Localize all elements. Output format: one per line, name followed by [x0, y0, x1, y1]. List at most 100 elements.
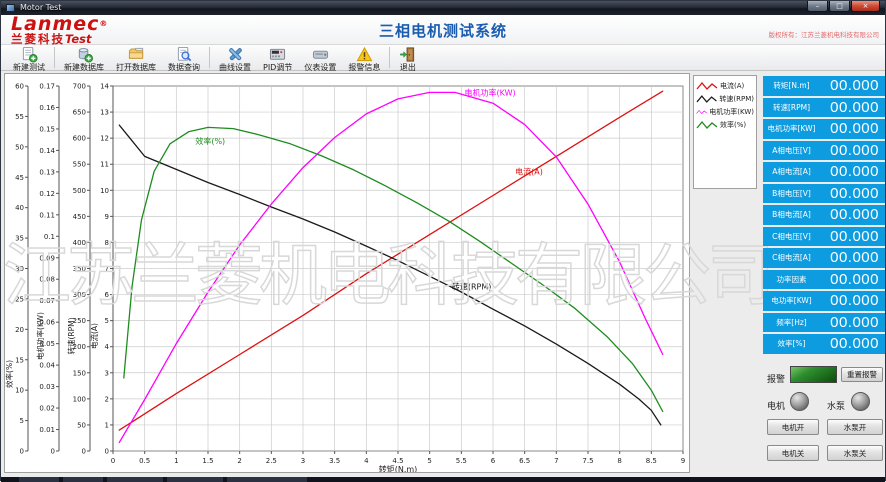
toolbar-button-label: 仪表设置 [304, 63, 337, 72]
svg-text:50: 50 [77, 421, 86, 429]
toolbar-button-open-database[interactable]: 打开数据库 [110, 45, 162, 72]
svg-text:400: 400 [73, 239, 86, 247]
toolbar-button-new-database[interactable]: 新建数据库 [58, 45, 110, 72]
curve-rpm [118, 124, 662, 426]
svg-text:150: 150 [73, 369, 86, 377]
toolbar-button-label: 新建测试 [13, 63, 45, 72]
measurement-value: 00.000 [830, 270, 879, 288]
svg-text:0.17: 0.17 [39, 83, 55, 91]
svg-text:0.06: 0.06 [39, 319, 55, 327]
legend-line-sample-icon [696, 94, 717, 103]
toolbar-button-label: 数据查询 [168, 63, 200, 72]
svg-text:3: 3 [105, 369, 109, 377]
measurement-value: 00.000 [830, 206, 879, 224]
svg-text:55: 55 [15, 113, 24, 121]
svg-text:0: 0 [51, 448, 55, 456]
lanmec-logo: Lanmec® 兰菱科技Test [11, 15, 107, 46]
toolbar-button-exit[interactable]: 退出 [393, 45, 422, 72]
measurement-row: C相电压[V] 00.000 [763, 226, 885, 246]
measurement-row: 频率[Hz] 00.000 [763, 312, 885, 332]
tools-icon [227, 46, 244, 62]
svg-text:700: 700 [73, 83, 86, 91]
measurement-row: 电机功率[KW] 00.000 [763, 119, 885, 139]
svg-text:0.5: 0.5 [139, 457, 150, 465]
measurement-value: 00.000 [830, 163, 879, 181]
motor-off-button[interactable]: 电机关 [767, 445, 819, 461]
registered-mark-icon: ® [99, 19, 108, 28]
svg-text:0.12: 0.12 [39, 190, 55, 198]
toolbar-button-data-query[interactable]: 数据查询 [162, 45, 206, 72]
taskbar-segment [227, 477, 307, 482]
warning-triangle-icon [356, 46, 373, 62]
legend-label: 转速(RPM) [719, 94, 754, 103]
toolbar-button-alarm-info[interactable]: 报警信息 [342, 45, 386, 72]
svg-text:10: 10 [15, 387, 24, 395]
chart-container: 0 0.5 1 1.5 2 2.5 3 3.5 4 4.5 5 5.5 6 6.5 7 7.5 8 8.5 9 转矩(… [4, 73, 690, 473]
toolbar-button-curve-settings[interactable]: 曲线设置 [213, 45, 257, 72]
close-button[interactable]: × [851, 1, 880, 12]
motor-on-button[interactable]: 电机开 [767, 419, 819, 435]
svg-text:4.5: 4.5 [392, 457, 403, 465]
svg-text:7: 7 [105, 265, 109, 273]
legend-item: 电机功率(KW) [696, 105, 754, 118]
svg-text:0: 0 [111, 457, 115, 465]
measurement-label: 频率[Hz] [776, 317, 807, 327]
window-title: Motor Test [20, 3, 62, 12]
measurement-row: A相电流[A] 00.000 [763, 162, 885, 182]
toolbar-button-new-test[interactable]: 新建测试 [7, 45, 51, 72]
svg-text:350: 350 [73, 265, 86, 273]
legend-label: 电机功率(KW) [709, 107, 754, 116]
svg-text:13: 13 [100, 109, 109, 117]
measurement-label: 转矩[N.m] [773, 81, 810, 91]
svg-text:0.01: 0.01 [39, 426, 55, 434]
measurement-panel: 转矩[N.m] 00.000 转速[RPM] 00.000 电机功率[KW] 00.000… [763, 76, 885, 356]
svg-text:45: 45 [15, 174, 24, 182]
maximize-button[interactable]: □ [829, 1, 850, 12]
svg-text:200: 200 [73, 343, 86, 351]
svg-text:4: 4 [364, 457, 369, 465]
measurement-row: 转速[RPM] 00.000 [763, 97, 885, 117]
measurement-row: C相电流[A] 00.000 [763, 248, 885, 268]
measurement-row: 转矩[N.m] 00.000 [763, 76, 885, 96]
toolbar-button-label: PID调节 [263, 63, 293, 72]
pump-on-button[interactable]: 水泵开 [827, 419, 883, 435]
svg-text:7.5: 7.5 [582, 457, 593, 465]
pump-off-button[interactable]: 水泵关 [827, 445, 883, 461]
copyright-text: 版权所有：江苏兰菱机电科技有限公司 [768, 31, 880, 39]
measurement-label: 电功率[KW] [771, 296, 812, 306]
svg-text:0.05: 0.05 [39, 340, 55, 348]
measurement-label: 效率[%] [777, 339, 806, 349]
svg-text:6: 6 [491, 457, 496, 465]
exit-door-icon [399, 46, 416, 62]
svg-text:0.14: 0.14 [39, 147, 55, 155]
document-plus-icon [21, 46, 38, 63]
measurement-row: B相电压[V] 00.000 [763, 183, 885, 203]
minimize-button[interactable]: – [807, 1, 828, 12]
taskbar-segment [107, 477, 163, 482]
svg-text:0.16: 0.16 [39, 104, 55, 112]
svg-text:效率(%): 效率(%) [195, 136, 225, 146]
motor-status-indicator [790, 392, 809, 411]
svg-text:0.15: 0.15 [39, 125, 55, 133]
taskbar-segment [167, 477, 223, 482]
toolbar-button-pid-adjust[interactable]: PID调节 [257, 45, 298, 72]
toolbar-button-label: 打开数据库 [116, 63, 156, 72]
measurement-row: A相电压[V] 00.000 [763, 140, 885, 160]
svg-text:0.02: 0.02 [39, 405, 55, 413]
legend-line-sample-icon [696, 120, 718, 129]
svg-text:40: 40 [15, 204, 24, 212]
svg-text:30: 30 [15, 265, 24, 273]
toolbar-button-meter-settings[interactable]: 仪表设置 [298, 45, 342, 72]
measurement-value: 00.000 [830, 335, 879, 353]
svg-text:0.07: 0.07 [39, 297, 55, 305]
reset-alarm-button[interactable]: 重置报警 [841, 367, 883, 382]
svg-text:14: 14 [100, 83, 109, 91]
motor-label: 电机 [767, 402, 786, 412]
toolbar-button-label: 报警信息 [348, 63, 381, 72]
logo-text: Lanmec [11, 13, 100, 35]
measurement-value: 00.000 [830, 313, 879, 331]
measurement-row: 功率因素 00.000 [763, 269, 885, 289]
measurement-row: B相电流[A] 00.000 [763, 205, 885, 225]
svg-text:8.5: 8.5 [646, 457, 657, 465]
alarm-label: 报警 [767, 375, 786, 385]
